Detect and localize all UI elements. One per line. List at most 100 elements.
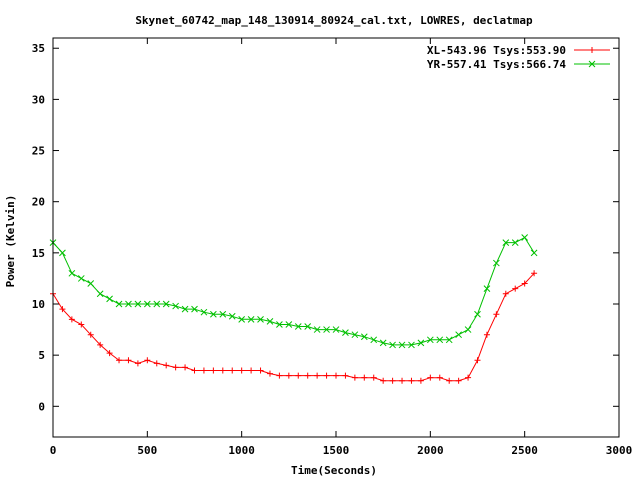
y-tick-label: 30 [32, 93, 45, 106]
data-point [351, 331, 359, 339]
data-point [370, 374, 377, 381]
data-point [59, 249, 66, 257]
series-line [52, 236, 535, 346]
data-point [276, 372, 283, 379]
data-point [417, 377, 424, 384]
data-point [210, 367, 217, 374]
data-point [116, 357, 123, 364]
data-point [493, 311, 500, 318]
data-point [266, 318, 274, 325]
data-point [229, 367, 236, 374]
data-point [87, 280, 95, 287]
data-point [531, 270, 538, 277]
data-point [181, 305, 189, 313]
data-point [483, 285, 491, 293]
data-point [408, 341, 415, 349]
x-tick-label: 0 [50, 444, 57, 457]
data-point [427, 374, 434, 381]
data-point [248, 367, 255, 374]
x-tick-label: 500 [137, 444, 157, 457]
data-point [59, 306, 66, 313]
data-point [370, 336, 378, 344]
legend-label: YR-557.41 Tsys:566.74 [427, 58, 566, 71]
data-point [257, 367, 264, 374]
data-point [68, 316, 75, 323]
data-point [172, 364, 179, 371]
data-point [408, 377, 415, 384]
data-point [380, 377, 387, 384]
data-point [97, 341, 104, 348]
x-tick-label: 1500 [323, 444, 350, 457]
data-point [200, 308, 208, 316]
data-point [172, 302, 179, 310]
data-point [351, 374, 358, 381]
data-point [144, 357, 151, 364]
data-point [285, 372, 292, 379]
data-point [304, 323, 312, 330]
data-point [125, 357, 132, 364]
series-0 [50, 270, 538, 384]
data-point [106, 350, 113, 357]
data-point [511, 239, 519, 246]
data-point [455, 331, 462, 339]
data-point [228, 312, 236, 320]
y-tick-label: 35 [32, 42, 45, 55]
data-point [162, 300, 170, 308]
data-point [294, 323, 302, 330]
data-point [426, 336, 434, 344]
plot-area [49, 234, 538, 384]
axes: 0 500 1000 1500 2000 2500 3000 0 5 10 15 20 25 30 35 [32, 37, 632, 457]
y-tick-label: 0 [38, 400, 45, 413]
data-point [314, 372, 321, 379]
data-point [77, 275, 85, 282]
data-point [361, 374, 368, 381]
data-point [238, 315, 246, 323]
data-point [323, 326, 330, 333]
data-point [445, 336, 453, 344]
legend-marker [588, 60, 596, 68]
data-point [78, 321, 85, 328]
data-point [474, 310, 481, 318]
data-point [106, 295, 113, 303]
data-point [96, 290, 104, 298]
data-point [247, 315, 255, 323]
data-point [134, 300, 142, 308]
data-point [417, 339, 425, 347]
data-point [313, 326, 321, 333]
data-point [87, 331, 94, 338]
data-point [285, 321, 293, 328]
data-point [530, 249, 538, 257]
data-point [493, 259, 500, 267]
data-point [210, 310, 217, 318]
data-point [219, 310, 227, 318]
data-point [266, 370, 273, 377]
data-point [115, 300, 123, 308]
data-point [200, 367, 207, 374]
data-point [276, 321, 283, 328]
x-tick-label: 1000 [228, 444, 255, 457]
data-point [483, 331, 490, 338]
data-point [238, 367, 245, 374]
series-1 [49, 234, 538, 349]
legend-label: XL-543.96 Tsys:553.90 [427, 44, 566, 57]
data-point [379, 339, 387, 347]
x-axis-label: Time(Seconds) [291, 464, 377, 477]
legend-marker [589, 47, 595, 53]
data-point [521, 280, 528, 287]
data-point [512, 285, 519, 292]
data-point [474, 357, 481, 364]
data-point [464, 326, 472, 333]
data-point [333, 372, 339, 379]
data-point [446, 377, 453, 384]
data-point [182, 364, 189, 371]
y-tick-label: 25 [32, 145, 45, 158]
data-point [163, 362, 170, 369]
data-point [465, 374, 472, 381]
y-tick-label: 5 [38, 349, 45, 362]
data-point [502, 290, 509, 297]
data-point [125, 300, 132, 308]
data-point [323, 372, 330, 379]
data-point [153, 300, 161, 308]
